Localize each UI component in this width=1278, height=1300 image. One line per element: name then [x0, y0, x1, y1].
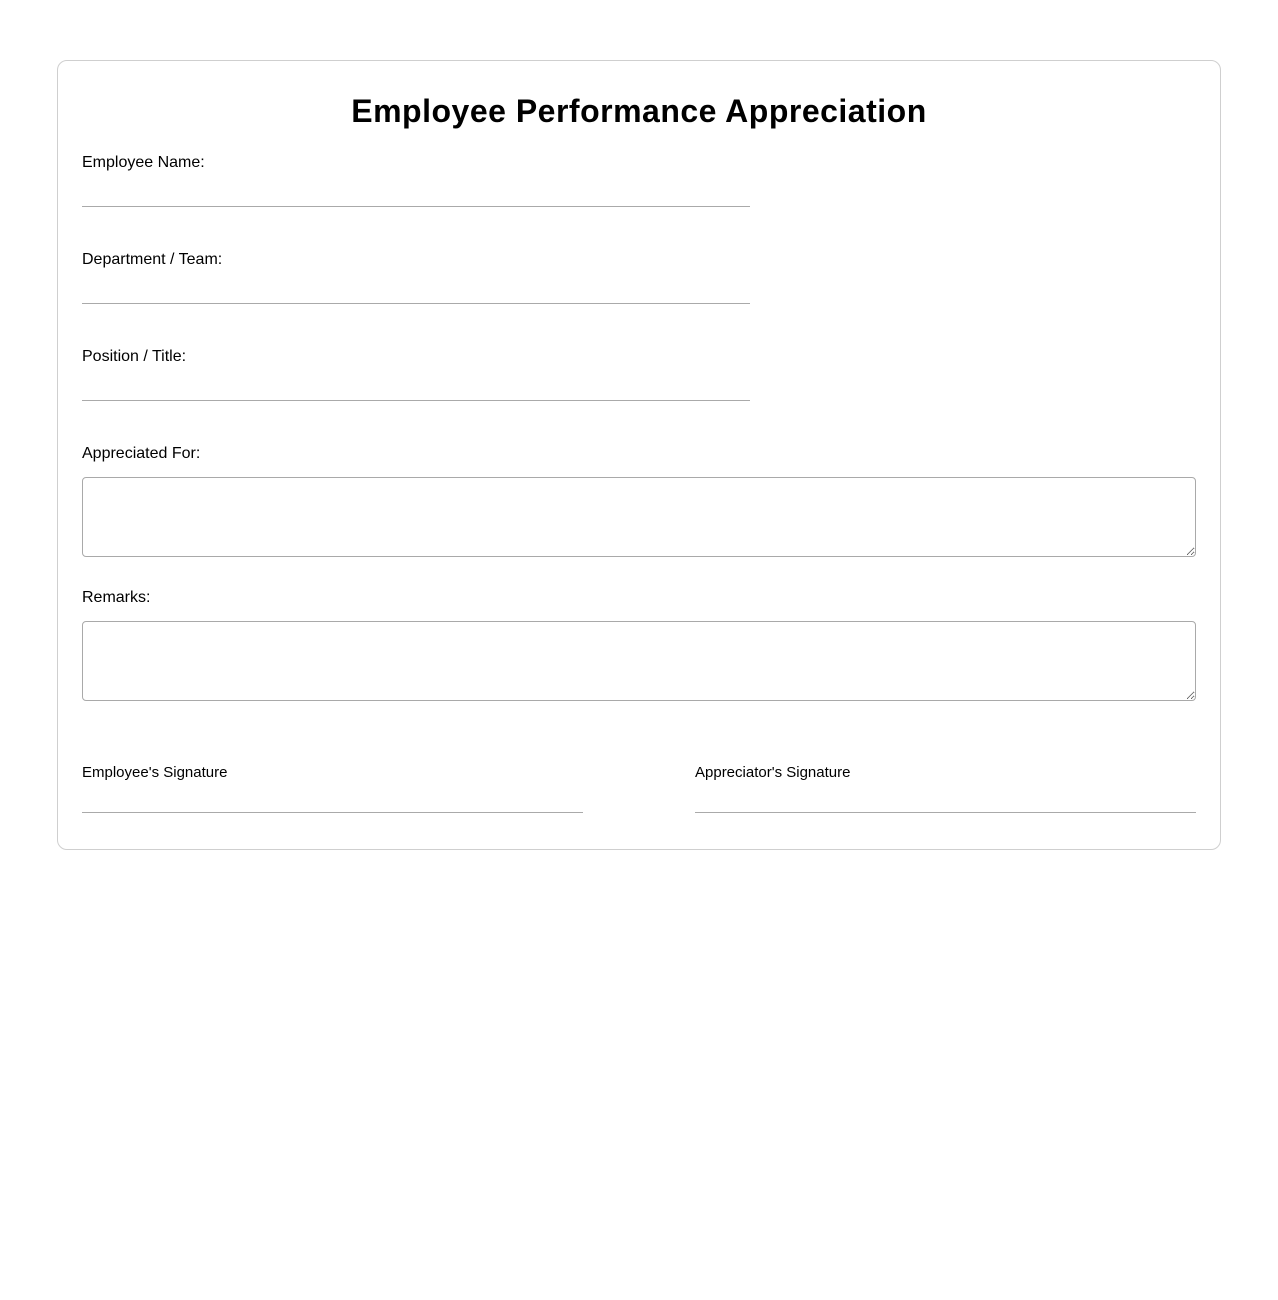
appreciator-signature-input[interactable]	[695, 781, 1196, 813]
remarks-textarea[interactable]	[82, 621, 1196, 701]
appreciation-form-card: Employee Performance Appreciation Employ…	[57, 60, 1221, 850]
position-input[interactable]	[82, 366, 750, 401]
employee-signature-label: Employee's Signature	[82, 764, 228, 781]
employee-name-field: Employee Name:	[82, 154, 1196, 207]
signature-section: Employee's Signature Appreciator's Signa…	[82, 764, 1196, 813]
department-label: Department / Team:	[82, 251, 223, 268]
department-field: Department / Team:	[82, 251, 1196, 304]
remarks-label: Remarks:	[82, 589, 151, 606]
position-label: Position / Title:	[82, 348, 187, 365]
appreciated-for-textarea[interactable]	[82, 477, 1196, 557]
remarks-field: Remarks:	[82, 589, 1196, 701]
employee-signature-input[interactable]	[82, 781, 583, 813]
appreciated-for-label: Appreciated For:	[82, 445, 201, 462]
page-title: Employee Performance Appreciation	[351, 93, 927, 129]
employee-name-input[interactable]	[82, 172, 750, 207]
employee-signature: Employee's Signature	[82, 764, 583, 813]
appreciator-signature: Appreciator's Signature	[695, 764, 1196, 813]
appreciated-for-field: Appreciated For:	[82, 445, 1196, 557]
employee-name-label: Employee Name:	[82, 154, 205, 171]
position-field: Position / Title:	[82, 348, 1196, 401]
appreciator-signature-label: Appreciator's Signature	[695, 764, 851, 781]
department-input[interactable]	[82, 269, 750, 304]
